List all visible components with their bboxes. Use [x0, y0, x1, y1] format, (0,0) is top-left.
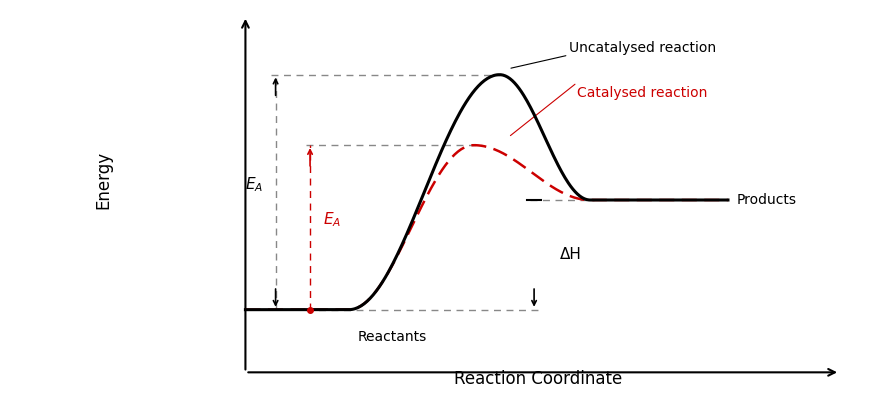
Text: $E_A$: $E_A$	[245, 175, 262, 194]
Text: ΔH: ΔH	[560, 247, 581, 262]
Text: $E_A$: $E_A$	[322, 210, 341, 229]
Text: Catalysed reaction: Catalysed reaction	[576, 86, 706, 100]
Text: Reaction Coordinate: Reaction Coordinate	[454, 370, 622, 388]
Text: Energy: Energy	[94, 151, 112, 210]
Text: Reactants: Reactants	[357, 330, 426, 344]
Text: Products: Products	[736, 193, 796, 207]
Text: Uncatalysed reaction: Uncatalysed reaction	[568, 41, 715, 55]
